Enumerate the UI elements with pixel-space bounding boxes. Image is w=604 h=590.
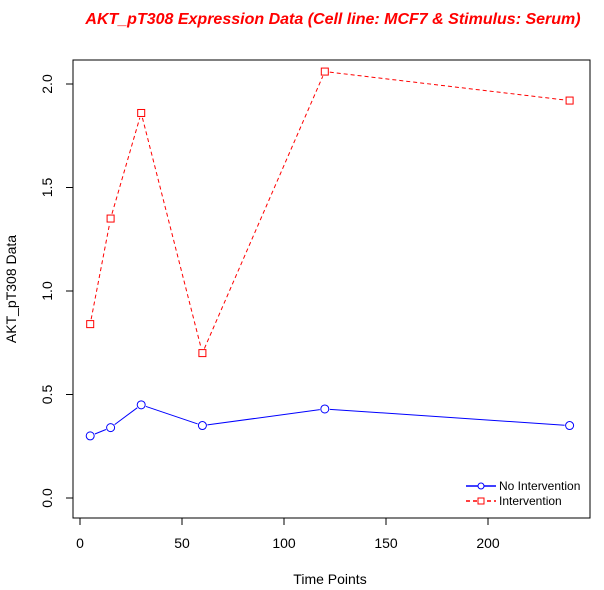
x-tick-label: 50 [174, 535, 190, 551]
legend-label: No Intervention [499, 479, 580, 493]
x-axis-label: Time Points [293, 571, 366, 587]
series-line-segment [203, 75, 324, 349]
plot-frame [72, 59, 591, 519]
legend-entry: Intervention [466, 494, 562, 508]
y-tick-label: 2.0 [39, 74, 55, 94]
data-point [197, 421, 207, 431]
legend-entry: No Intervention [466, 479, 580, 493]
legend-marker [477, 497, 485, 505]
series-line-segment [114, 407, 138, 426]
series-line-segment [141, 117, 202, 349]
data-point [320, 404, 330, 414]
y-tick-label: 1.5 [39, 178, 55, 198]
x-tick-label: 150 [374, 535, 398, 551]
series-line-segment [94, 429, 107, 435]
data-point [136, 400, 146, 410]
data-point [86, 320, 95, 329]
x-axis: 0 50 100 150 200 [76, 517, 500, 551]
series-line-segment [207, 409, 320, 426]
series-line-segment [90, 223, 111, 320]
data-point [137, 108, 146, 117]
y-axis-label: AKT_pT308 Data [3, 235, 19, 343]
y-tick-label: 0.0 [39, 488, 55, 508]
x-tick-label: 0 [76, 535, 84, 551]
series-line-segment [329, 71, 565, 101]
series-layer [85, 67, 575, 441]
series-2 [86, 67, 574, 358]
data-point [106, 423, 116, 433]
chart-title: AKT_pT308 Expression Data (Cell line: MC… [84, 11, 580, 28]
data-point [320, 67, 329, 76]
series-line-segment [111, 117, 141, 214]
legend-label: Intervention [499, 494, 562, 508]
y-axis: 0.0 0.5 1.0 1.5 2.0 [39, 74, 74, 508]
y-tick-label: 1.0 [39, 281, 55, 301]
data-point [198, 349, 207, 358]
data-point [565, 421, 575, 431]
data-point [85, 431, 95, 441]
data-point [565, 96, 574, 105]
data-point [106, 214, 115, 223]
series-1 [85, 400, 575, 441]
x-tick-label: 200 [476, 535, 500, 551]
series-line-segment [145, 405, 198, 425]
y-tick-label: 0.5 [39, 385, 55, 405]
x-tick-label: 100 [272, 535, 296, 551]
series-line-segment [329, 408, 565, 426]
legend-marker [477, 482, 485, 490]
